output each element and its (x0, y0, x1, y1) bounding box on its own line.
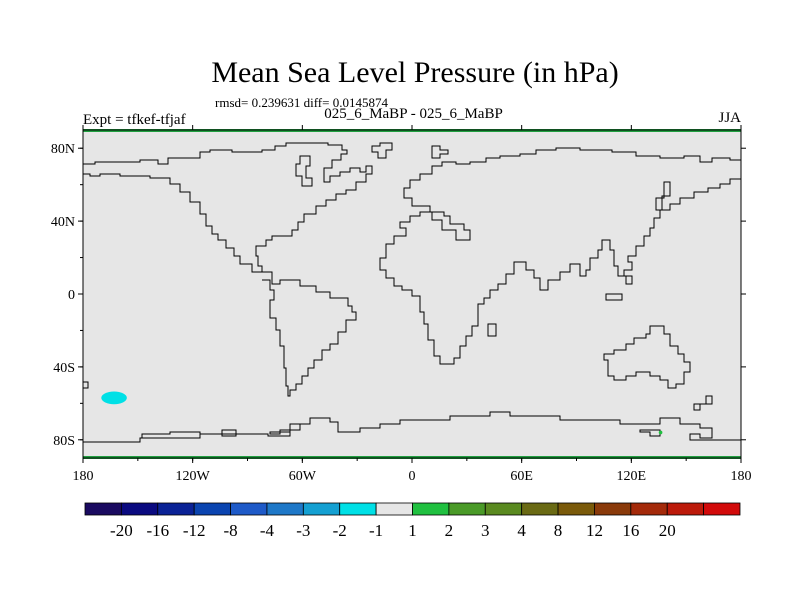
coast-east-antarctica (639, 429, 661, 437)
season-label: JJA (718, 110, 741, 126)
map-title: Mean Sea Level Pressure (in hPa) (211, 56, 619, 89)
coast-eurasia (379, 147, 741, 365)
colorbar (84, 502, 741, 516)
experiment-subtitle: 025_6_MaBP - 025_6_MaBP (324, 106, 503, 122)
colorbar-swatch (448, 502, 486, 516)
colorbar-label: -3 (296, 521, 310, 540)
colorbar-label: 20 (659, 521, 676, 540)
lat-tick-label: 80N (51, 142, 75, 157)
colorbar-label: -8 (223, 521, 237, 540)
colorbar-swatch (630, 502, 668, 516)
lat-tick-label: 0 (68, 288, 75, 303)
coast-madagascar (487, 323, 497, 337)
coast-peninsula (269, 423, 301, 435)
coast-ross-shelf (141, 431, 201, 439)
latitude-axis: 80N 40N 0 40S 80S (51, 142, 746, 449)
colorbar-swatch (521, 502, 559, 516)
coast-weddell (221, 429, 237, 437)
colorbar-swatch (666, 502, 705, 516)
lon-tick-label: 120E (617, 469, 647, 484)
colorbar-label: 8 (554, 521, 563, 540)
lon-tick-label: 120W (176, 469, 211, 484)
lon-tick-label: 180 (731, 469, 752, 484)
lat-tick-label: 80S (53, 434, 75, 449)
colorbar-label: -4 (260, 521, 275, 540)
lat-tick-label: 40N (51, 215, 75, 230)
colorbar-label: -1 (369, 521, 383, 540)
colorbar-label: 12 (586, 521, 603, 540)
colorbar-labels: -20 -16 -12 -8 -4 -3 -2 -1 1 2 3 4 8 12 16 20 (110, 521, 676, 540)
coast-indonesia (605, 293, 623, 301)
colorbar-swatch (230, 502, 268, 516)
anomaly-dot (658, 430, 663, 435)
colorbar-swatch (484, 502, 523, 516)
colorbar-swatch (594, 502, 632, 516)
coast-north-america (83, 142, 373, 273)
colorbar-swatch (412, 502, 450, 516)
coast-antarctica (83, 411, 741, 443)
lon-tick-label: 180 (73, 469, 94, 484)
colorbar-label: -20 (110, 521, 133, 540)
colorbar-label: -16 (146, 521, 169, 540)
colorbar-swatch (302, 502, 341, 516)
lon-tick-label: 0 (409, 469, 416, 484)
coast-hudson (295, 155, 313, 187)
colorbar-swatch (157, 502, 195, 516)
coast-scandinavia (431, 145, 449, 159)
colorbar-swatch (703, 502, 741, 516)
coast-new-zealand (693, 395, 713, 411)
coast-australia (603, 325, 691, 389)
colorbar-label: -12 (183, 521, 206, 540)
coast-japan (655, 181, 671, 211)
colorbar-swatch (375, 502, 413, 516)
colorbar-label: 3 (481, 521, 490, 540)
colorbar-label: 2 (445, 521, 454, 540)
experiment-label: Expt = tfkef-tfjaf (83, 112, 186, 128)
longitude-axis: 180 120W 60W 0 60E 120E 180 (73, 125, 752, 484)
lon-tick-label: 60W (289, 469, 317, 484)
coast-greenland (371, 142, 393, 159)
colorbar-swatch (266, 502, 304, 516)
colorbar-label: 16 (622, 521, 639, 540)
rmsd-stats: rmsd= 0.239631 diff= 0.0145874 (215, 95, 388, 110)
colorbar-swatch (557, 502, 595, 516)
colorbar-label: -2 (333, 521, 347, 540)
colorbar-swatch (193, 502, 231, 516)
coastlines (83, 142, 741, 443)
coast-southern-islands (83, 381, 89, 389)
colorbar-label: 4 (517, 521, 526, 540)
lon-tick-label: 60E (510, 469, 533, 484)
lat-tick-label: 40S (53, 361, 75, 376)
colorbar-label: 1 (408, 521, 417, 540)
colorbar-swatch (84, 502, 122, 516)
coast-south-america (262, 271, 357, 397)
colorbar-swatch (339, 502, 377, 516)
colorbar-swatch (120, 502, 159, 516)
anomaly-blob (101, 391, 127, 405)
